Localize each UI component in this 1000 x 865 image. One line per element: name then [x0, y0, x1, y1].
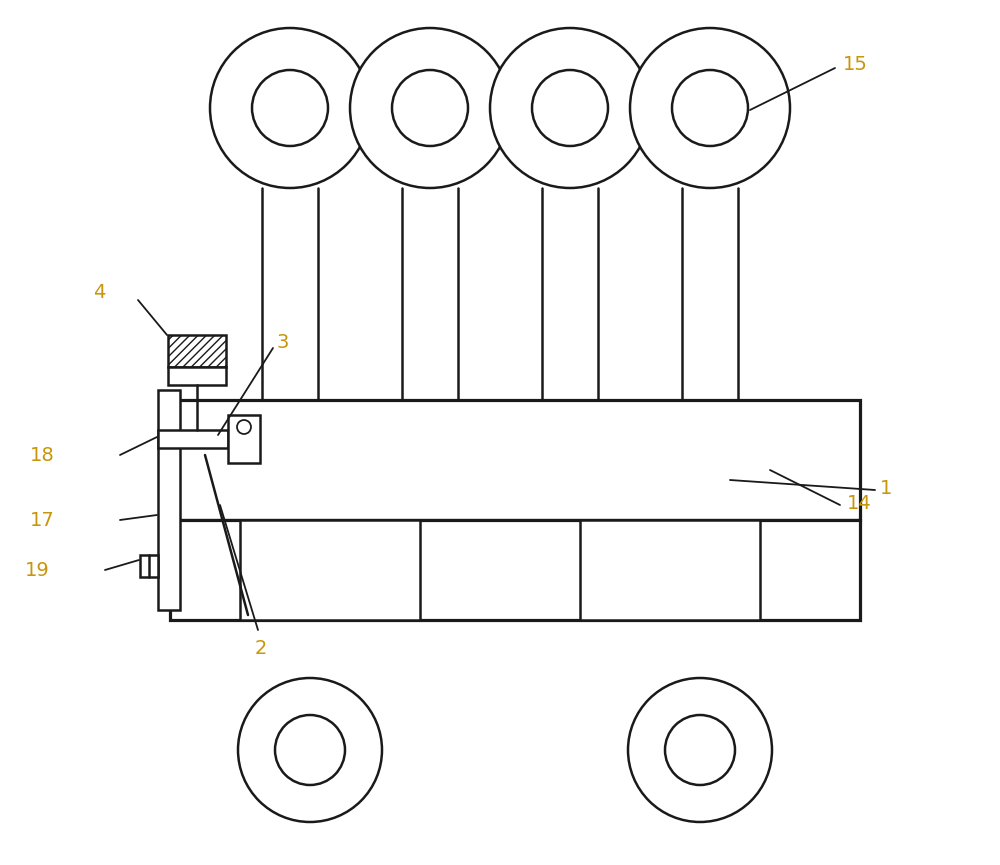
- Bar: [140, 555, 158, 577]
- Circle shape: [392, 70, 468, 146]
- Circle shape: [237, 420, 251, 434]
- Bar: [170, 400, 860, 520]
- Circle shape: [665, 715, 735, 785]
- Circle shape: [252, 70, 328, 146]
- Text: 18: 18: [30, 445, 55, 465]
- Circle shape: [210, 28, 370, 188]
- Text: 19: 19: [25, 561, 50, 580]
- Circle shape: [490, 28, 650, 188]
- Circle shape: [275, 715, 345, 785]
- Circle shape: [532, 70, 608, 146]
- Bar: [168, 367, 226, 385]
- Text: 17: 17: [30, 510, 55, 529]
- Bar: [168, 335, 226, 367]
- Text: 2: 2: [255, 638, 267, 657]
- Text: 15: 15: [843, 54, 868, 74]
- Text: 14: 14: [847, 494, 872, 512]
- Bar: [228, 415, 260, 463]
- Circle shape: [350, 28, 510, 188]
- Bar: [580, 520, 760, 620]
- Bar: [170, 520, 860, 620]
- Circle shape: [628, 678, 772, 822]
- Circle shape: [672, 70, 748, 146]
- Bar: [158, 390, 180, 610]
- Text: 4: 4: [93, 283, 105, 302]
- Text: 3: 3: [276, 332, 288, 351]
- Circle shape: [238, 678, 382, 822]
- Text: 1: 1: [880, 478, 892, 497]
- Circle shape: [630, 28, 790, 188]
- Bar: [158, 430, 228, 448]
- Bar: [240, 520, 420, 620]
